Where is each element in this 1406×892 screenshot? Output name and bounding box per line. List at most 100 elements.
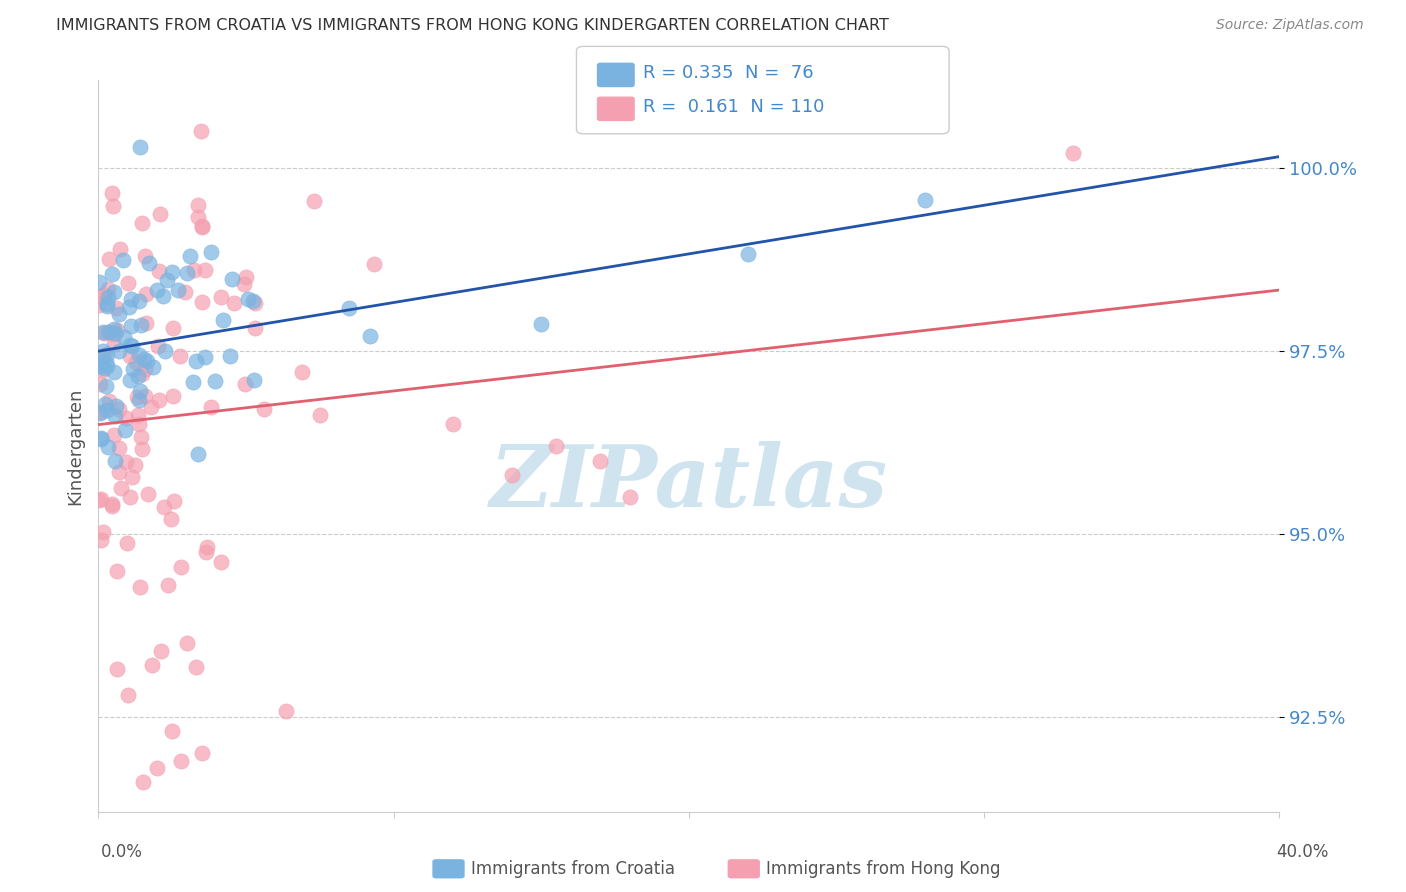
Point — [103, 336, 125, 351]
Point — [162, 389, 184, 403]
Point — [274, 705, 297, 719]
Point — [101, 497, 124, 511]
Point — [96, 299, 118, 313]
Point — [117, 536, 139, 550]
Text: 0.0%: 0.0% — [101, 843, 143, 861]
Point — [186, 354, 208, 368]
Point — [110, 481, 132, 495]
Point — [118, 300, 141, 314]
Point — [131, 430, 153, 444]
Point — [96, 347, 118, 361]
Point — [91, 344, 114, 359]
Point — [179, 249, 201, 263]
Point — [127, 369, 149, 384]
Point — [97, 325, 120, 339]
Point — [89, 431, 111, 445]
Point — [105, 564, 128, 578]
Point — [90, 533, 112, 548]
Point — [190, 219, 212, 234]
Point — [187, 447, 209, 461]
Text: Immigrants from Hong Kong: Immigrants from Hong Kong — [766, 860, 1001, 878]
Point — [101, 327, 124, 342]
Point — [243, 321, 266, 335]
Point — [359, 329, 381, 343]
Point — [148, 207, 170, 221]
Point — [121, 470, 143, 484]
Point — [194, 263, 217, 277]
Point — [138, 256, 160, 270]
Point — [243, 295, 266, 310]
Point — [141, 400, 163, 414]
Point — [181, 375, 204, 389]
Point — [302, 194, 325, 208]
Point — [186, 210, 208, 224]
Point — [89, 359, 111, 373]
Point — [103, 365, 125, 379]
Point — [209, 290, 232, 304]
Point — [162, 321, 184, 335]
Point — [163, 493, 186, 508]
Point — [117, 276, 139, 290]
Point — [187, 198, 209, 212]
Point — [236, 293, 259, 307]
Point — [221, 272, 243, 286]
Point — [209, 555, 232, 569]
Point — [191, 219, 214, 233]
Point — [128, 293, 150, 308]
Point — [135, 354, 157, 368]
Text: ZIPatlas: ZIPatlas — [489, 441, 889, 524]
Point — [131, 216, 153, 230]
Point — [162, 724, 183, 739]
Point — [155, 273, 177, 287]
Point — [120, 318, 142, 333]
Point — [546, 439, 568, 453]
Point — [103, 199, 125, 213]
Point — [97, 281, 120, 295]
Point — [105, 662, 128, 676]
Point — [91, 325, 114, 339]
Point — [134, 249, 156, 263]
Point — [441, 417, 464, 431]
Point — [93, 288, 115, 302]
Point — [89, 406, 111, 420]
Point — [87, 288, 110, 302]
Point — [148, 339, 170, 353]
Point — [90, 491, 112, 506]
Point — [96, 359, 118, 374]
Point — [129, 140, 152, 154]
Point — [131, 367, 153, 381]
Point — [112, 330, 135, 344]
Point — [128, 417, 150, 432]
Point — [90, 432, 112, 446]
Point — [233, 277, 256, 292]
Point — [93, 361, 115, 376]
Point — [135, 316, 157, 330]
Point — [89, 376, 111, 391]
Point — [89, 297, 111, 311]
Point — [136, 486, 159, 500]
Point — [104, 400, 127, 414]
Point — [211, 313, 233, 327]
Point — [128, 581, 150, 595]
Point — [153, 343, 176, 358]
Point — [104, 453, 127, 467]
Point — [174, 285, 197, 299]
Text: IMMIGRANTS FROM CROATIA VS IMMIGRANTS FROM HONG KONG KINDERGARTEN CORRELATION CH: IMMIGRANTS FROM CROATIA VS IMMIGRANTS FR… — [56, 18, 889, 33]
Point — [94, 397, 117, 411]
Point — [91, 363, 114, 377]
Point — [134, 389, 156, 403]
Point — [128, 393, 150, 408]
Point — [125, 390, 148, 404]
Point — [914, 193, 936, 207]
Point — [195, 541, 218, 555]
Point — [91, 524, 114, 539]
Point — [233, 377, 256, 392]
Point — [135, 286, 157, 301]
Point — [222, 296, 245, 310]
Point — [157, 578, 180, 592]
Text: R =  0.161  N = 110: R = 0.161 N = 110 — [643, 98, 824, 116]
Point — [235, 270, 257, 285]
Point — [90, 356, 112, 370]
Point — [204, 374, 226, 388]
Point — [184, 660, 207, 674]
